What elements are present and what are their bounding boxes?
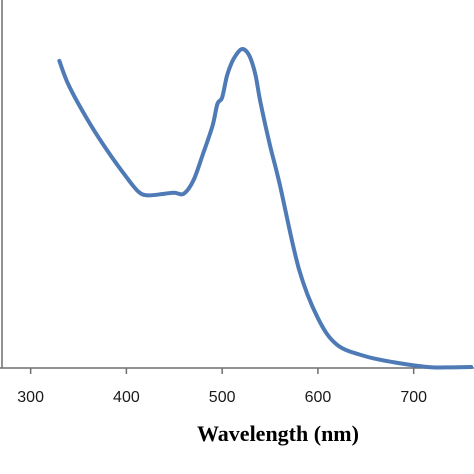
x-axis-tick-labels: 300 400 500 600 700: [17, 389, 427, 406]
x-tick-label-700: 700: [400, 389, 427, 406]
x-tick-label-400: 400: [113, 389, 140, 406]
x-axis-ticks: [29, 368, 415, 374]
series-line: [57, 47, 474, 370]
x-tick-label-600: 600: [305, 389, 332, 406]
x-axis-title: Wavelength (nm): [197, 421, 359, 446]
x-tick-label-300: 300: [17, 389, 44, 406]
x-tick-label-500: 500: [209, 389, 236, 406]
